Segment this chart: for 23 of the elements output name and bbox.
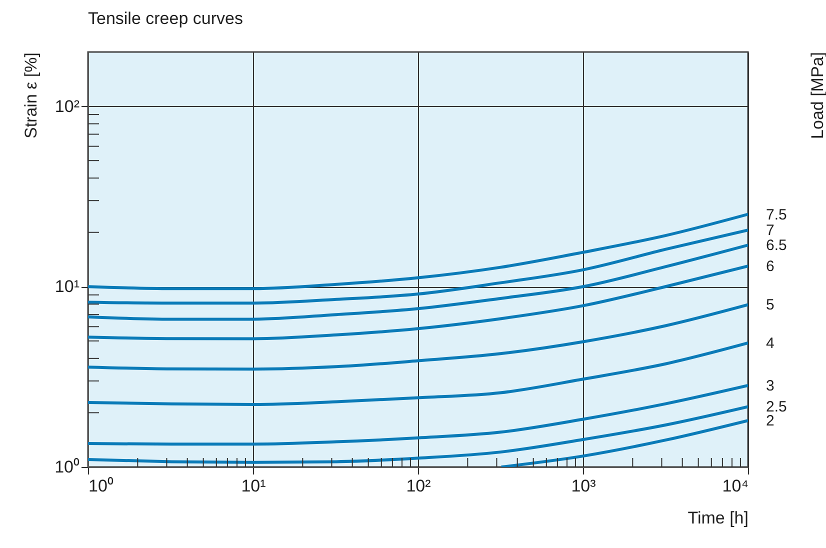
series-label: 5 [766, 296, 774, 314]
x-tick-label: 10⁰ [88, 476, 114, 496]
y-tick-label: 10¹ [54, 277, 80, 296]
series-label: 7.5 [766, 206, 787, 224]
line-series [500, 419, 748, 467]
y-tick-label: 10² [54, 96, 80, 116]
x-tick-label: 10² [406, 476, 432, 496]
y-axis-title: Strain ε [%] [22, 52, 41, 138]
line-series [88, 384, 748, 446]
x-tick-label: 10³ [571, 476, 596, 496]
line-series [88, 342, 748, 406]
line-series [88, 405, 748, 464]
series-label: 7 [766, 222, 774, 240]
series-label: 6.5 [766, 237, 787, 254]
series-label: 6 [766, 258, 774, 276]
series-label: 3 [766, 378, 774, 395]
y-tick-label: 10⁰ [54, 458, 80, 476]
x-axis-title: Time [h] [688, 508, 748, 528]
x-tick-label: 10¹ [241, 476, 266, 496]
line-series [88, 303, 748, 371]
series-label: 4 [766, 335, 774, 352]
x-tick-label: 10⁴ [722, 476, 748, 496]
chart-title: Tensile creep curves [88, 9, 243, 28]
